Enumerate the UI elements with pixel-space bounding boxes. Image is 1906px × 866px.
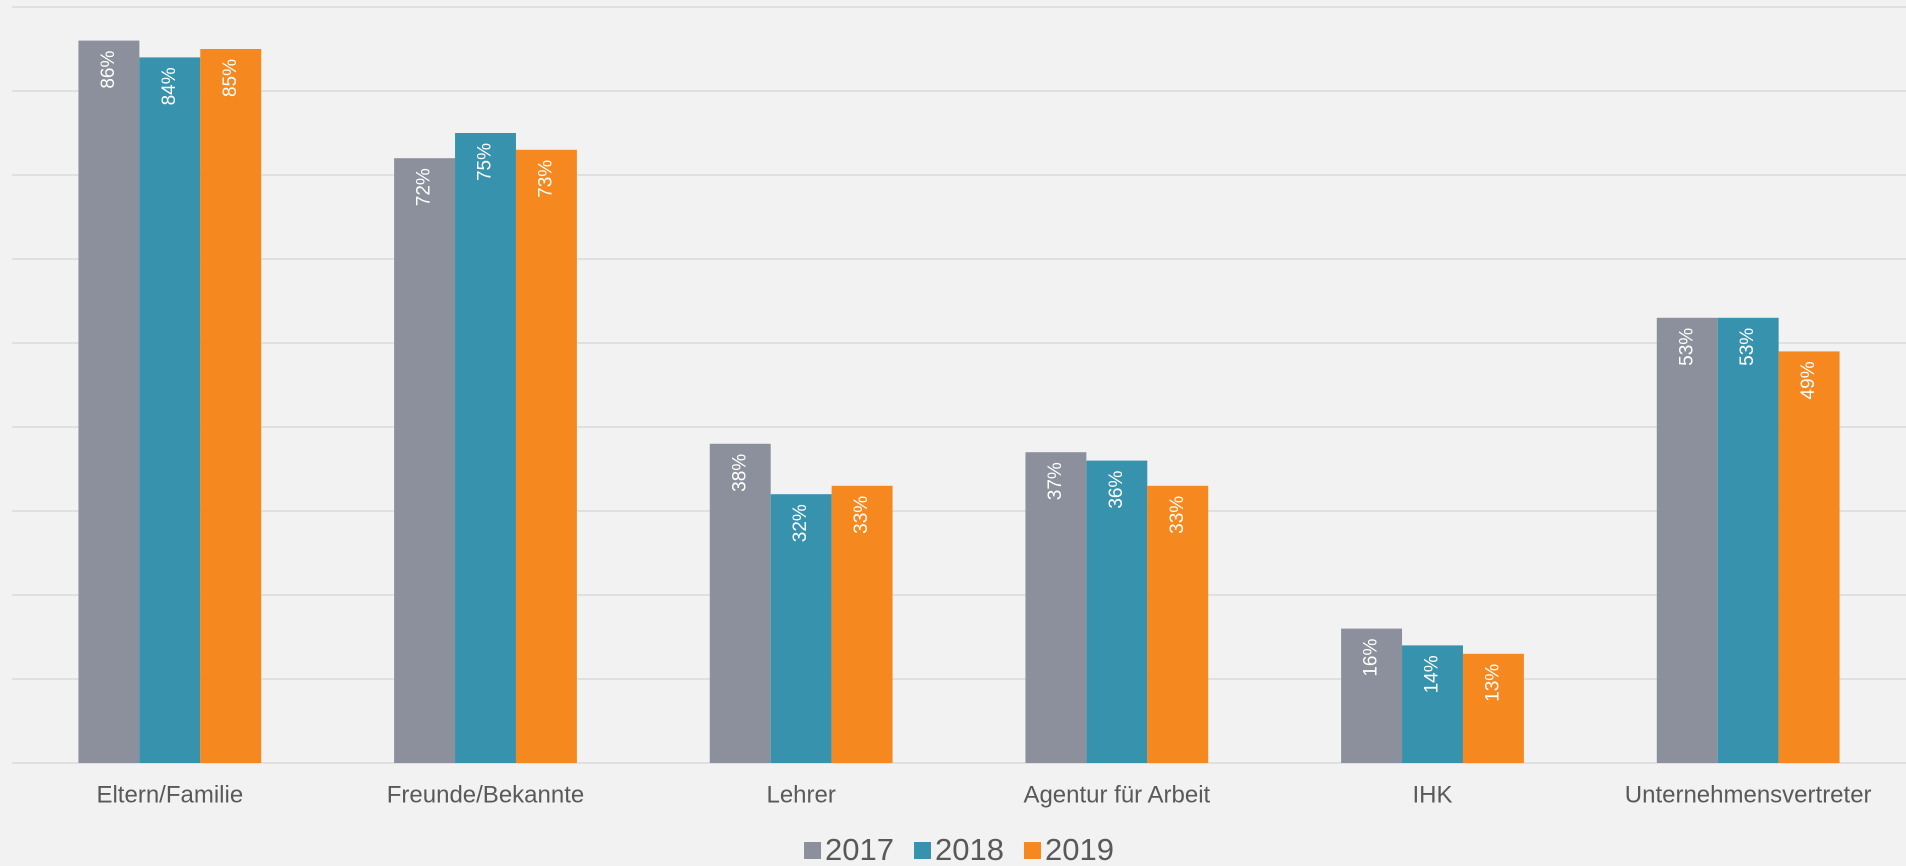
bar <box>1147 485 1209 763</box>
bar <box>200 49 262 763</box>
legend-label: 2017 <box>825 832 894 866</box>
bar <box>1086 460 1148 763</box>
legend: 2017 2018 2019 <box>804 832 1114 866</box>
legend-swatch <box>804 842 822 859</box>
bar <box>1717 317 1779 763</box>
x-tick-label: Unternehmensvertreter <box>1625 781 1872 808</box>
data-label: 53% <box>1737 328 1758 366</box>
bar <box>1341 628 1403 763</box>
data-label: 14% <box>1422 655 1443 693</box>
data-label: 16% <box>1361 638 1382 676</box>
data-label: 72% <box>414 168 435 206</box>
data-label: 73% <box>535 160 556 198</box>
data-label: 37% <box>1045 462 1066 500</box>
bar <box>455 133 516 763</box>
x-tick-label: Lehrer <box>766 781 835 808</box>
x-tick-label: IHK <box>1412 781 1452 808</box>
data-label: 53% <box>1676 328 1697 366</box>
bar <box>515 149 577 764</box>
bar <box>1778 351 1840 763</box>
data-label: 84% <box>159 67 180 105</box>
bar <box>1025 452 1087 763</box>
x-tick-label: Agentur für Arbeit <box>1023 781 1210 808</box>
legend-label: 2019 <box>1045 832 1114 866</box>
bar <box>1402 645 1463 763</box>
bar <box>831 485 893 763</box>
data-label: 85% <box>220 59 241 97</box>
data-label: 32% <box>790 504 811 542</box>
legend-swatch <box>1023 842 1041 859</box>
bar <box>394 158 456 763</box>
data-label: 75% <box>475 143 496 181</box>
bar <box>139 57 201 763</box>
bar <box>770 494 832 763</box>
data-label: 13% <box>1482 664 1503 702</box>
data-label: 36% <box>1106 470 1127 508</box>
x-tick-label: Eltern/Familie <box>96 781 243 808</box>
bar <box>1656 317 1718 763</box>
data-label: 33% <box>851 496 872 534</box>
legend-swatch <box>914 842 932 859</box>
legend-label: 2018 <box>935 832 1004 866</box>
data-label: 86% <box>98 50 119 88</box>
bar <box>709 443 771 763</box>
data-label: 49% <box>1798 361 1819 399</box>
data-label: 38% <box>729 454 750 492</box>
x-tick-label: Freunde/Bekannte <box>387 781 584 808</box>
bar <box>78 40 140 764</box>
bar <box>1462 653 1524 763</box>
data-label: 33% <box>1167 496 1188 534</box>
